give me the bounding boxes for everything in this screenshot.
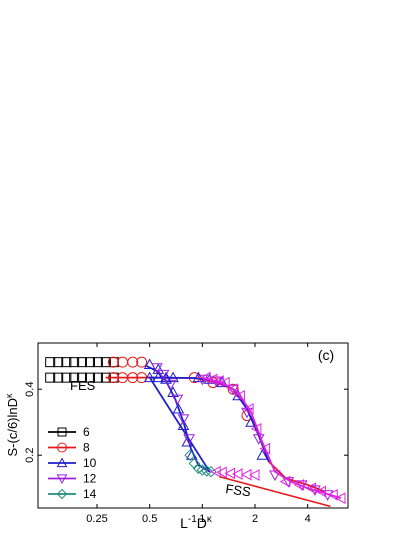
legend-swatch-marker [56,474,68,485]
data-point [107,372,119,384]
data-point [92,357,103,368]
data-point [279,475,291,488]
data-point [171,394,184,406]
legend-item-14: 14 [48,487,97,501]
data-point [259,442,271,455]
legend-item-12: 12 [48,472,97,486]
legend-item-6: 6 [48,425,90,439]
annotation-layer [219,475,331,508]
data-point [201,465,213,477]
data-point [216,466,227,479]
data-point [241,407,253,419]
fss-guide-line [219,475,331,508]
data-point [327,488,338,501]
data-point [184,449,196,461]
legend-label: 12 [83,472,97,486]
data-point [107,356,119,368]
data-point [53,372,64,383]
legend-swatch-marker [56,457,68,468]
legend-item-10: 10 [48,456,97,470]
data-point [69,357,80,368]
data-point [100,357,111,368]
data-point [305,482,316,495]
y-axis-label: S-(c/6)lnDκ [4,393,20,457]
data-point [219,376,230,389]
data-point [192,462,205,475]
data-point [45,357,56,368]
data-point [61,372,72,383]
data-point [143,371,156,383]
data-point [227,384,240,396]
legend-label: 6 [83,425,90,439]
data-point [76,372,87,383]
legend-label: 14 [83,487,97,501]
data-point [117,356,129,368]
x-tick-label: 0.5 [142,513,157,525]
x-tick-label: 4 [305,513,311,525]
series-line [202,376,342,499]
data-point [85,357,96,368]
data-point [45,372,56,383]
fss-label: FSS [225,481,252,499]
data-point [210,465,221,478]
legend-swatch-marker [57,427,67,437]
data-point [164,379,177,391]
data-point [245,416,257,427]
data-point [227,383,238,396]
data-point [256,449,269,460]
data-point [85,372,96,383]
data-point [69,372,80,383]
data-point [127,356,139,368]
series-extra [200,371,346,504]
data-point [53,357,64,368]
x-tick-label: 1 [199,513,205,525]
data-point [234,389,245,402]
x-tick-label: 0.25 [86,513,107,525]
data-point [152,371,165,383]
y-tick-label: 0.2 [24,448,36,463]
data-point [196,464,209,476]
x-tick-label: 2 [252,513,258,525]
data-point [248,469,260,481]
legend-swatch-marker [57,442,67,453]
fes-label: FES [70,378,96,393]
plot-frame [37,342,349,509]
legend-swatch-marker [56,488,68,500]
data-point [76,357,87,368]
data-point [177,419,190,430]
data-point [92,372,103,383]
x-axis-label: L-1Dκ [180,514,213,531]
data-point [315,485,327,498]
data-point [127,372,139,384]
data-point [136,356,148,368]
data-point [157,369,170,381]
legend-label: 8 [83,441,90,455]
data-point [334,492,346,504]
panel-label: (c) [318,347,334,363]
series-layer [45,356,346,504]
data-point [177,414,190,425]
data-point [250,422,262,435]
data-point [183,434,195,445]
data-point [243,403,254,415]
legend-label: 10 [83,456,97,470]
data-point [188,457,201,470]
data-point [232,468,243,480]
data-point [151,363,163,374]
data-point [293,479,305,491]
y-tick-label: 0.4 [24,382,36,397]
data-point [167,371,179,383]
axis-ticks: 0.25 0.5 1 2 40.20.4 [24,343,348,525]
data-point [61,357,72,368]
data-point [172,402,185,414]
legend-item-8: 8 [48,441,90,455]
